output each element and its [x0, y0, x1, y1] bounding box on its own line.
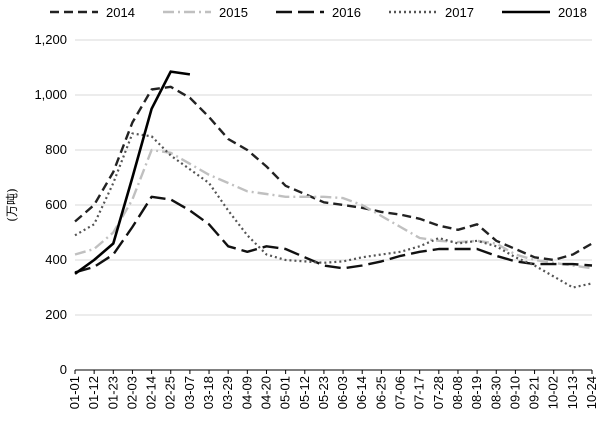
x-tick-label: 10-02: [546, 376, 561, 409]
legend-label-2016: 2016: [332, 5, 361, 20]
legend-label-2014: 2014: [106, 5, 135, 20]
x-tick-label: 07-17: [412, 376, 427, 409]
legend-label-2015: 2015: [219, 5, 248, 20]
series-line-2015: [74, 148, 593, 270]
x-tick-label: 08-19: [469, 376, 484, 409]
x-tick-label: 03-18: [201, 376, 216, 409]
y-tick-label: 1,000: [34, 87, 67, 102]
x-tick-label: 08-08: [450, 376, 465, 409]
x-tick-label: 06-03: [335, 376, 350, 409]
x-tick-label: 04-20: [258, 376, 273, 409]
x-tick-label: 05-12: [297, 376, 312, 409]
series-line-2017: [74, 132, 593, 289]
x-tick-label: 10-13: [565, 376, 580, 409]
x-tick-label: 06-25: [373, 376, 388, 409]
x-tick-label: 04-09: [239, 376, 254, 409]
gridlines: [75, 39, 592, 316]
x-tick-label: 07-06: [393, 376, 408, 409]
legend-label-2018: 2018: [558, 5, 587, 20]
x-tick-label: 08-30: [488, 376, 503, 409]
x-tick-label: 02-25: [163, 376, 178, 409]
legend: 2014 2015 2016 2017 2018: [50, 5, 587, 20]
x-tick-label: 03-07: [182, 376, 197, 409]
x-tick-label: 01-23: [105, 376, 120, 409]
x-tick-label: 02-14: [144, 376, 159, 409]
x-tick-label: 02-03: [124, 376, 139, 409]
series-layer: [74, 70, 593, 289]
y-tick-label: 600: [45, 197, 67, 212]
x-tick-label: 09-10: [507, 376, 522, 409]
y-axis-title: (万吨): [5, 188, 19, 221]
x-axis-ticks: 01-01 01-12 01-23 02-03 02-14 02-25 03-07 03-18…: [67, 370, 599, 409]
series-line-2016: [74, 195, 593, 274]
x-tick-label: 05-01: [278, 376, 293, 409]
legend-label-2017: 2017: [445, 5, 474, 20]
y-tick-label: 400: [45, 252, 67, 267]
x-tick-label: 03-29: [220, 376, 235, 409]
x-tick-label: 05-23: [316, 376, 331, 409]
series-line-2018: [74, 70, 191, 275]
x-tick-label: 07-28: [431, 376, 446, 409]
y-tick-label: 200: [45, 307, 67, 322]
y-tick-label: 1,200: [34, 32, 67, 47]
x-tick-label: 09-21: [527, 376, 542, 409]
y-tick-label: 800: [45, 142, 67, 157]
series-line-2014: [74, 85, 593, 262]
y-axis-ticks: 0 200 400 600 800 1,000 1,200: [34, 32, 67, 377]
x-tick-label: 01-01: [67, 376, 82, 409]
x-tick-label: 01-12: [86, 376, 101, 409]
y-tick-label: 0: [60, 362, 67, 377]
x-tick-label: 10-24: [584, 376, 599, 409]
x-tick-label: 06-14: [354, 376, 369, 409]
